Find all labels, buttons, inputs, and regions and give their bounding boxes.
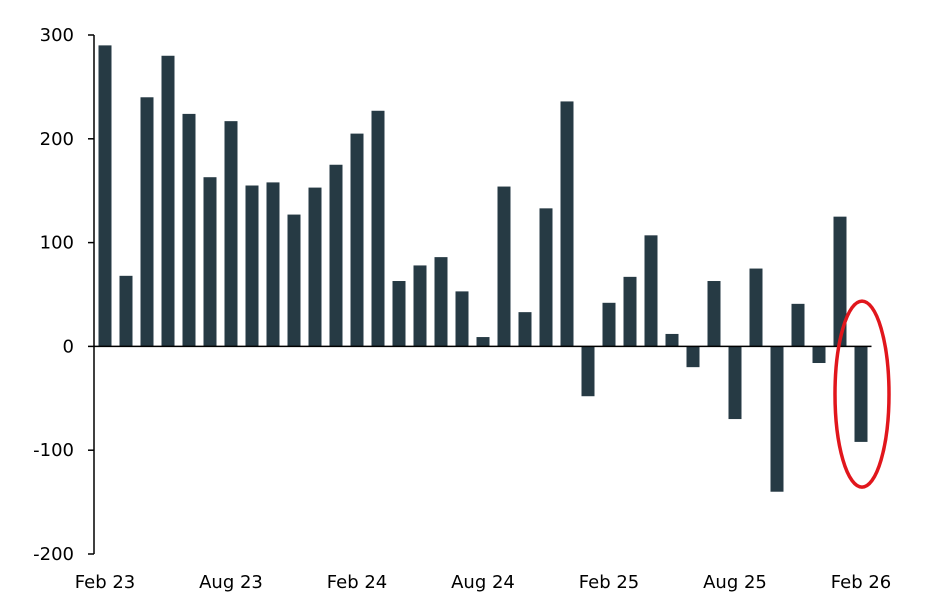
- bar: [854, 346, 868, 442]
- bar: [434, 257, 448, 347]
- x-axis: Feb 23 Aug 23 Feb 24 Aug 24 Feb 25 Aug 25 Feb …: [75, 572, 892, 593]
- bar: [707, 281, 721, 347]
- bar: [455, 291, 469, 347]
- x-tick-label: Feb 24: [327, 572, 388, 593]
- x-tick-label: Aug 24: [451, 572, 515, 593]
- bar: [476, 337, 490, 347]
- bar: [728, 346, 742, 420]
- y-tick-label: -200: [33, 544, 74, 565]
- x-tick-label: Feb 23: [75, 572, 136, 593]
- highlight-ellipse: [833, 299, 891, 489]
- bar: [581, 346, 595, 397]
- bar: [665, 333, 679, 347]
- bar: [350, 133, 364, 347]
- y-tick-label: 0: [63, 336, 74, 357]
- bar: [560, 101, 574, 347]
- bar: [686, 346, 700, 368]
- y-axis: 300 200 100 0 -100 -200: [33, 25, 95, 565]
- bar: [791, 303, 805, 347]
- bar: [161, 55, 175, 347]
- bar: [245, 185, 259, 347]
- y-tick-label: 200: [40, 129, 74, 150]
- bar: [266, 182, 280, 347]
- bar: [539, 208, 553, 347]
- x-tick-label: Aug 25: [703, 572, 767, 593]
- bar: [392, 281, 406, 347]
- bar: [308, 187, 322, 347]
- x-tick-label: Aug 23: [199, 572, 263, 593]
- y-tick-label: -100: [33, 440, 74, 461]
- bar: [812, 346, 826, 364]
- bar: [287, 214, 301, 347]
- bar: [329, 164, 343, 347]
- x-tick-label: Feb 25: [579, 572, 640, 593]
- y-tick-label: 100: [40, 233, 74, 254]
- bar: [770, 346, 784, 492]
- bar: [623, 276, 637, 347]
- bar: [224, 121, 238, 347]
- annotations: [833, 299, 891, 489]
- bar: [140, 97, 154, 347]
- bar: [203, 177, 217, 347]
- bar: [413, 265, 427, 347]
- bar: [119, 275, 133, 347]
- x-tick-label: Feb 26: [831, 572, 892, 593]
- bar: [497, 186, 511, 347]
- bar: [98, 45, 112, 347]
- bar: [371, 110, 385, 347]
- bar: [833, 216, 847, 347]
- bar: [518, 312, 532, 347]
- bar: [749, 268, 763, 347]
- y-tick-label: 300: [40, 25, 74, 46]
- bar: [644, 235, 658, 347]
- bars: [94, 45, 872, 492]
- bar: [602, 302, 616, 347]
- bar: [182, 113, 196, 347]
